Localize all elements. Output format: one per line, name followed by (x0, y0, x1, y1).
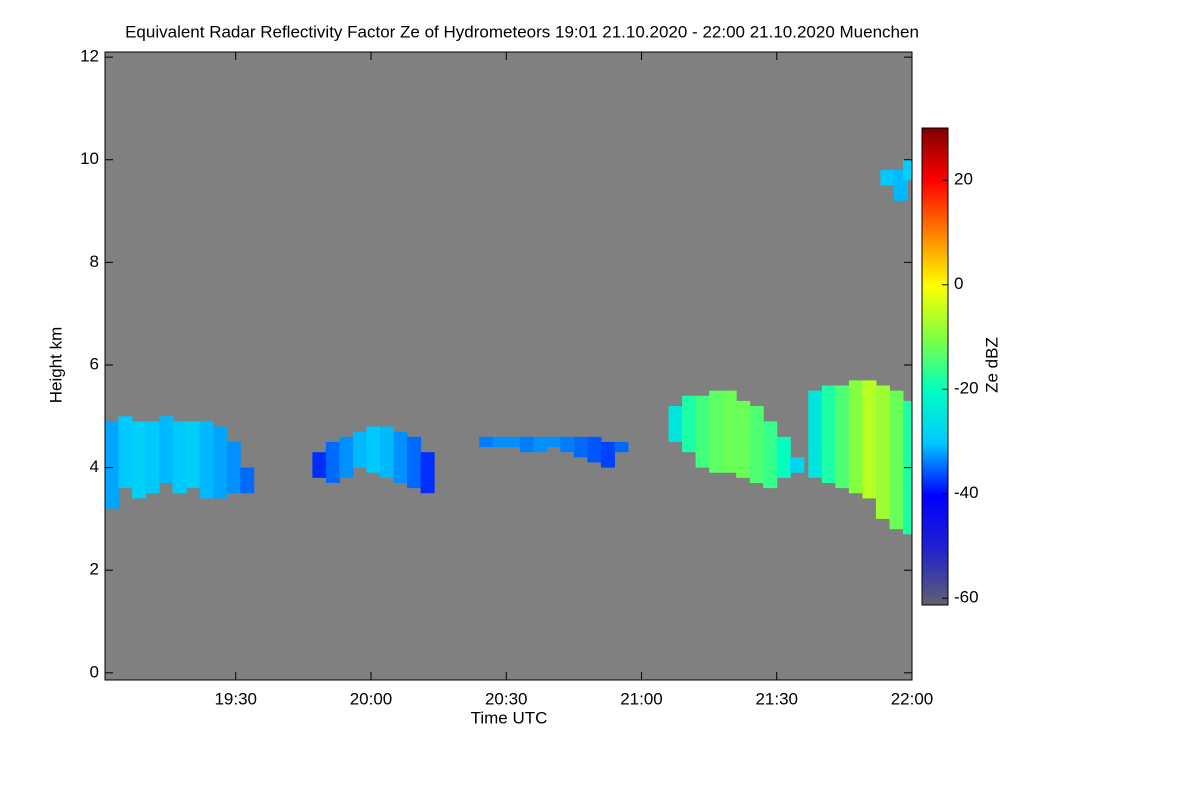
echo-cell (808, 390, 823, 478)
echo-cell (695, 395, 710, 468)
echo-cell (560, 436, 575, 453)
echo-cell (407, 436, 422, 489)
echo-cell (213, 426, 228, 499)
echo-cell (862, 380, 877, 499)
y-tick-label: 2 (90, 560, 99, 579)
echo-cell (380, 426, 395, 478)
echo-cell (506, 436, 521, 448)
x-tick-label: 22:00 (891, 689, 934, 708)
y-tick-label: 8 (90, 252, 99, 271)
echo-cell (479, 436, 494, 448)
colorbar-tick-label: 0 (954, 274, 963, 293)
echo-cell (325, 441, 340, 483)
echo-cell (145, 421, 160, 494)
y-tick-label: 12 (80, 47, 99, 66)
echo-cell (393, 431, 408, 483)
plot-background (105, 52, 912, 680)
echo-cell (587, 436, 602, 463)
x-tick-label: 19:30 (214, 689, 257, 708)
echo-cell (199, 421, 214, 499)
x-axis-label: Time UTC (471, 708, 548, 727)
plot-area (105, 52, 912, 680)
echo-cell (902, 159, 912, 181)
echo-cell (105, 421, 120, 509)
echo-cell (226, 441, 241, 494)
echo-cell (573, 436, 588, 458)
echo-cell (600, 441, 615, 468)
echo-cell (339, 436, 354, 478)
echo-cell (172, 421, 187, 494)
echo-cell (889, 390, 904, 530)
echo-cell (366, 426, 381, 473)
echo-cell (821, 385, 836, 483)
x-tick-label: 20:30 (485, 689, 528, 708)
y-axis-label: Height km (46, 327, 65, 404)
echo-cell (159, 416, 174, 483)
echo-cell (312, 452, 327, 478)
colorbar-tick-label: -40 (954, 483, 979, 502)
plot-frame (104, 51, 913, 681)
echo-cell (614, 441, 629, 453)
chart-title: Equivalent Radar Reflectivity Factor Ze … (125, 22, 919, 41)
echo-cell (709, 390, 724, 473)
echo-cell (668, 406, 683, 442)
echo-cell (519, 436, 534, 453)
echo-cell (546, 436, 561, 448)
echo-cell (835, 385, 850, 489)
colorbar-tick-label: -20 (954, 379, 979, 398)
echo-cell (776, 436, 791, 478)
echo-cell (118, 416, 133, 489)
x-tick-label: 21:30 (755, 689, 798, 708)
y-tick-label: 4 (90, 457, 99, 476)
echo-cell (492, 436, 507, 448)
colorbar-label: Ze dBZ (982, 337, 1001, 393)
echo-cell (763, 421, 778, 489)
echo-cell (790, 457, 805, 473)
echo-cell (749, 406, 764, 483)
x-tick-label: 21:00 (620, 689, 663, 708)
y-tick-label: 6 (90, 354, 99, 373)
echo-cell (420, 452, 435, 494)
axes: 0 2 4 6 8 10 12 19:30 20:00 20:30 21:00 21:30 22:00 -… (80, 47, 979, 709)
echo-cell (352, 431, 367, 468)
echo-cell (533, 436, 548, 453)
echo-cell (132, 421, 147, 499)
y-tick-label: 0 (90, 662, 99, 681)
echo-cell (186, 421, 201, 489)
echo-cell (736, 400, 751, 478)
colorbar (921, 127, 949, 606)
echo-cell (848, 380, 863, 494)
colorbar-tick-label: -60 (954, 588, 979, 607)
echo-cell (240, 467, 255, 494)
x-tick-label: 20:00 (350, 689, 393, 708)
echo-cell (722, 390, 737, 473)
echo-cell (875, 385, 890, 519)
y-tick-label: 10 (80, 149, 99, 168)
echo-cell (880, 170, 895, 186)
colorbar-tick-label: 20 (954, 170, 973, 189)
echo-cell (682, 395, 697, 453)
